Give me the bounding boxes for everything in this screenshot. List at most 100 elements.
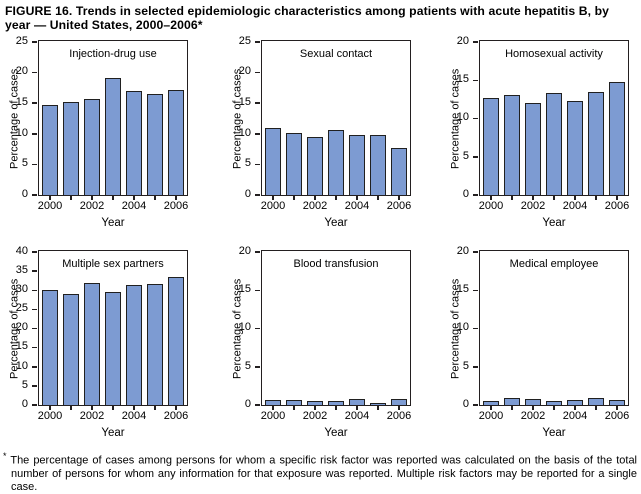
bar-2005 [587,91,604,195]
x-tick-mark [175,405,177,410]
y-tick-label: 30 [15,283,28,296]
y-tick-mark [32,289,37,292]
bar-2006 [167,90,184,195]
x-tick-label: 2004 [344,199,370,212]
y-tick-mark [255,366,260,368]
x-tick-mark [335,195,337,200]
bar-2004 [125,91,142,195]
x-tick-mark [293,405,295,410]
x-tick-mark [335,405,337,410]
y-tick-mark [32,327,37,330]
plot-area: Multiple sex partners [38,249,188,406]
y-tick-mark [255,133,260,135]
y-tick-mark [32,102,37,104]
chart-title: Injection-drug use [69,47,157,60]
x-axis-label: Year [542,426,566,439]
x-tick-mark [356,405,358,410]
footnote-marker: * [3,450,7,461]
y-tick-label: 5 [462,149,469,162]
bar-2006 [608,82,625,195]
y-tick-mark [255,41,260,43]
y-tick-mark [473,117,478,120]
x-axis-ticks: 2000 2002 2004 2006 [479,405,629,423]
x-tick-label: 2004 [121,409,147,422]
x-tick-mark [574,405,576,410]
y-tick-mark [473,156,478,158]
y-tick-label: 15 [238,95,251,108]
y-tick-label: 15 [15,95,28,108]
x-tick-mark [293,195,295,200]
y-tick-label: 20 [456,244,469,257]
y-tick-label: 10 [15,359,28,372]
x-tick-label: 2004 [562,199,588,212]
y-tick-label: 15 [238,283,251,296]
x-axis-label: Year [101,216,125,229]
y-tick-label: 25 [15,302,28,315]
y-tick-label: 15 [15,340,28,353]
chart-title: Medical employee [509,257,599,270]
y-tick-mark [255,194,260,196]
x-tick-mark [532,405,534,410]
bar-2004 [348,135,365,195]
y-tick-label: 20 [238,244,251,257]
x-axis-label: Year [101,426,125,439]
y-tick-mark [32,270,37,272]
y-tick-mark [255,289,260,292]
x-tick-mark [356,195,358,200]
y-tick-label: 20 [15,321,28,334]
x-tick-mark [314,405,316,410]
x-axis-label: Year [542,216,566,229]
bar-2001 [62,102,79,195]
chart-title: Homosexual activity [505,47,603,60]
y-tick-label: 35 [15,263,28,276]
y-tick-mark [255,102,260,104]
x-tick-label: 2000 [478,409,504,422]
x-tick-mark [553,405,555,410]
chart-sexual-contact: Percentage of cases 0 5 10 15 20 25 Sexual co… [214,35,428,233]
chart-homosexual-activity: Percentage of cases 0 5 10 15 20 Homosexual … [428,34,641,233]
y-tick-label: 5 [244,157,251,170]
bar-2002 [306,136,323,195]
bar-2005 [146,283,163,405]
y-tick-label: 40 [15,244,28,257]
x-tick-label: 2006 [604,409,630,422]
bar-2004 [125,285,142,405]
x-tick-mark [616,195,618,200]
x-tick-mark [377,405,379,410]
x-tick-label: 2006 [163,409,189,422]
y-tick-label: 25 [238,34,251,47]
y-tick-mark [32,404,37,406]
x-axis-ticks: 2000 2002 2004 2006 [38,195,188,213]
bar-2000 [264,128,281,195]
y-tick-label: 20 [15,65,28,78]
x-tick-mark [49,405,51,410]
bar-2001 [285,400,302,405]
y-tick-mark [32,385,37,387]
bar-2006 [390,399,407,405]
x-tick-mark [91,195,93,200]
x-tick-mark [511,195,513,200]
y-tick-label: 25 [15,34,28,47]
chart-title: Blood transfusion [293,257,379,270]
bar-2001 [285,132,302,195]
bar-2003 [545,93,562,195]
chart-inner: 0 5 10 15 20 25 Injection-drug use 2000 2002 20… [16,35,188,213]
bar-2002 [524,399,541,405]
chart-inner: 0 5 10 15 20 Blood transfusion 2000 2002 2004 2… [239,245,411,423]
x-tick-mark [553,195,555,200]
x-tick-mark [377,195,379,200]
y-tick-label: 20 [456,34,469,47]
charts-grid: Percentage of cases 0 5 10 15 20 25 Injection… [0,34,641,443]
x-tick-mark [70,405,72,410]
x-tick-label: 2006 [386,199,412,212]
x-tick-mark [272,405,274,410]
y-tick-label: 5 [462,359,469,372]
y-tick-mark [32,194,37,196]
x-tick-mark [112,405,114,410]
y-tick-mark [473,404,478,406]
bar-2002 [83,282,100,405]
y-tick-mark [32,41,37,43]
y-axis-ticks: 0 5 10 15 20 25 [229,35,261,199]
x-tick-label: 2006 [163,199,189,212]
x-tick-mark [70,195,72,200]
